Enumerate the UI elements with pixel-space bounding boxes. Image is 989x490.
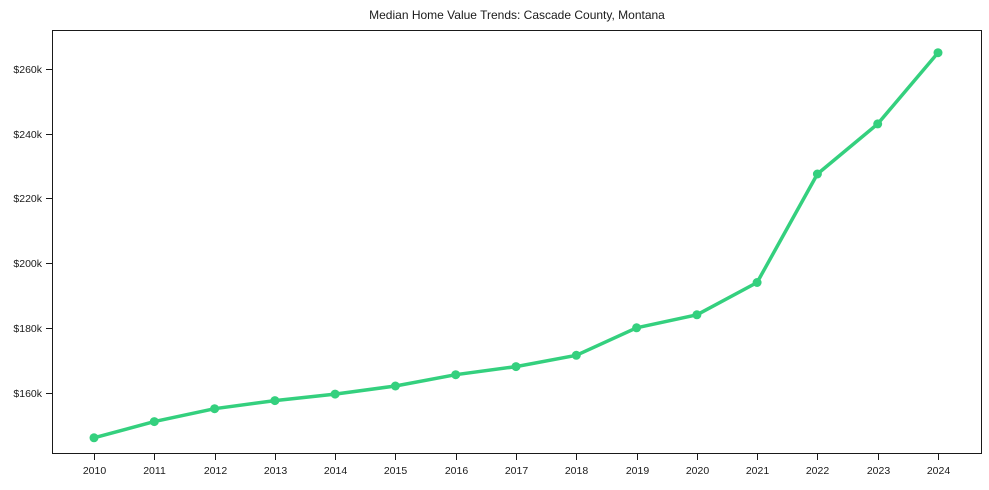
data-point-2021 bbox=[752, 278, 762, 287]
x-tick-label: 2018 bbox=[565, 465, 589, 477]
x-tick-label: 2013 bbox=[264, 465, 288, 477]
data-point-2015 bbox=[390, 381, 400, 391]
x-tick-label: 2011 bbox=[143, 465, 166, 477]
x-tick-label: 2019 bbox=[626, 465, 650, 477]
data-point-2020 bbox=[692, 310, 702, 320]
x-tick-label: 2023 bbox=[867, 465, 891, 477]
x-tick-label: 2017 bbox=[505, 465, 529, 477]
data-point-2023 bbox=[873, 119, 883, 129]
data-point-2010 bbox=[89, 433, 99, 443]
data-point-2013 bbox=[270, 396, 280, 406]
x-tick-label: 2010 bbox=[83, 465, 107, 477]
plot-frame bbox=[52, 30, 982, 454]
y-tick-label: $200k bbox=[13, 258, 42, 270]
y-tick-label: $240k bbox=[13, 129, 42, 141]
data-point-2014 bbox=[330, 389, 340, 399]
x-tick-label: 2020 bbox=[686, 465, 710, 477]
data-point-2018 bbox=[571, 350, 581, 360]
chart-title: Median Home Value Trends: Cascade County… bbox=[369, 8, 665, 22]
data-point-2022 bbox=[812, 169, 822, 179]
x-tick-label: 2012 bbox=[204, 465, 228, 477]
data-point-2016 bbox=[451, 370, 461, 380]
trend-line bbox=[92, 50, 940, 440]
data-point-2012 bbox=[210, 404, 220, 414]
x-tick-label: 2016 bbox=[445, 465, 469, 477]
y-tick-label: $220k bbox=[13, 193, 42, 205]
data-point-2019 bbox=[632, 323, 642, 333]
x-tick-label: 2015 bbox=[384, 465, 408, 477]
y-tick-label: $160k bbox=[13, 388, 42, 400]
x-tick-label: 2024 bbox=[927, 465, 951, 477]
x-tick-label: 2022 bbox=[806, 465, 830, 477]
x-tick-label: 2021 bbox=[746, 465, 770, 477]
data-point-2011 bbox=[149, 417, 159, 427]
y-tick-label: $180k bbox=[13, 323, 42, 335]
y-tick-label: $260k bbox=[13, 64, 42, 76]
x-tick-label: 2014 bbox=[324, 465, 348, 477]
data-point-2017 bbox=[511, 362, 521, 372]
data-point-2024 bbox=[933, 48, 943, 58]
